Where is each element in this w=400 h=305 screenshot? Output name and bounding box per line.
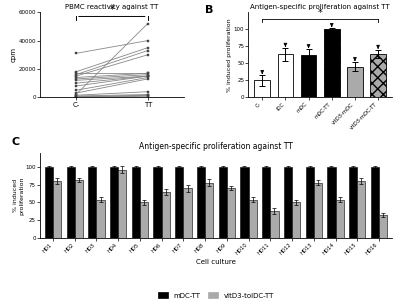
Bar (75, 180, 83, 238)
Title: Antigen-specific proliferation against TT: Antigen-specific proliferation against T… (139, 142, 293, 151)
Bar (66, 167, 75, 238)
Bar (254, 80, 270, 97)
Bar (240, 167, 248, 238)
Y-axis label: % induced proliferation: % induced proliferation (227, 18, 232, 92)
Bar (162, 192, 170, 238)
Text: *: * (318, 8, 322, 18)
Bar (175, 167, 184, 238)
Bar (370, 54, 386, 97)
Text: B: B (205, 5, 214, 15)
Bar (357, 181, 366, 238)
Title: PBMC reactivity against TT: PBMC reactivity against TT (65, 4, 158, 10)
Legend: mDC-TT, vitD3-tolDC-TT: mDC-TT, vitD3-tolDC-TT (155, 289, 277, 302)
Bar (53, 181, 61, 238)
Bar (184, 188, 192, 238)
Bar (314, 182, 322, 238)
Bar (301, 55, 316, 97)
Bar (248, 199, 257, 238)
Title: Antigen-specific proliferation against TT: Antigen-specific proliferation against T… (250, 4, 390, 10)
Bar (205, 182, 213, 238)
Bar (292, 203, 300, 238)
Bar (118, 170, 126, 238)
Bar (371, 167, 379, 238)
Bar (88, 167, 96, 238)
Bar (336, 199, 344, 238)
Bar (262, 167, 270, 238)
Bar (347, 67, 363, 97)
X-axis label: Cell culture: Cell culture (196, 259, 236, 265)
Bar (154, 167, 162, 238)
Bar (278, 55, 293, 97)
Bar (327, 167, 336, 238)
Y-axis label: % induced
proliferation: % induced proliferation (13, 176, 24, 214)
Y-axis label: cpm: cpm (11, 47, 17, 62)
Bar (132, 167, 140, 238)
Bar (227, 188, 235, 238)
Bar (96, 199, 105, 238)
Bar (324, 29, 340, 97)
Text: *: * (110, 5, 114, 15)
Text: C: C (12, 137, 20, 147)
Bar (306, 167, 314, 238)
Bar (110, 167, 118, 238)
Bar (197, 167, 205, 238)
Bar (379, 215, 387, 238)
Bar (140, 203, 148, 238)
Bar (284, 167, 292, 238)
Bar (219, 167, 227, 238)
Bar (270, 211, 278, 238)
Bar (349, 167, 357, 238)
Bar (45, 167, 53, 238)
